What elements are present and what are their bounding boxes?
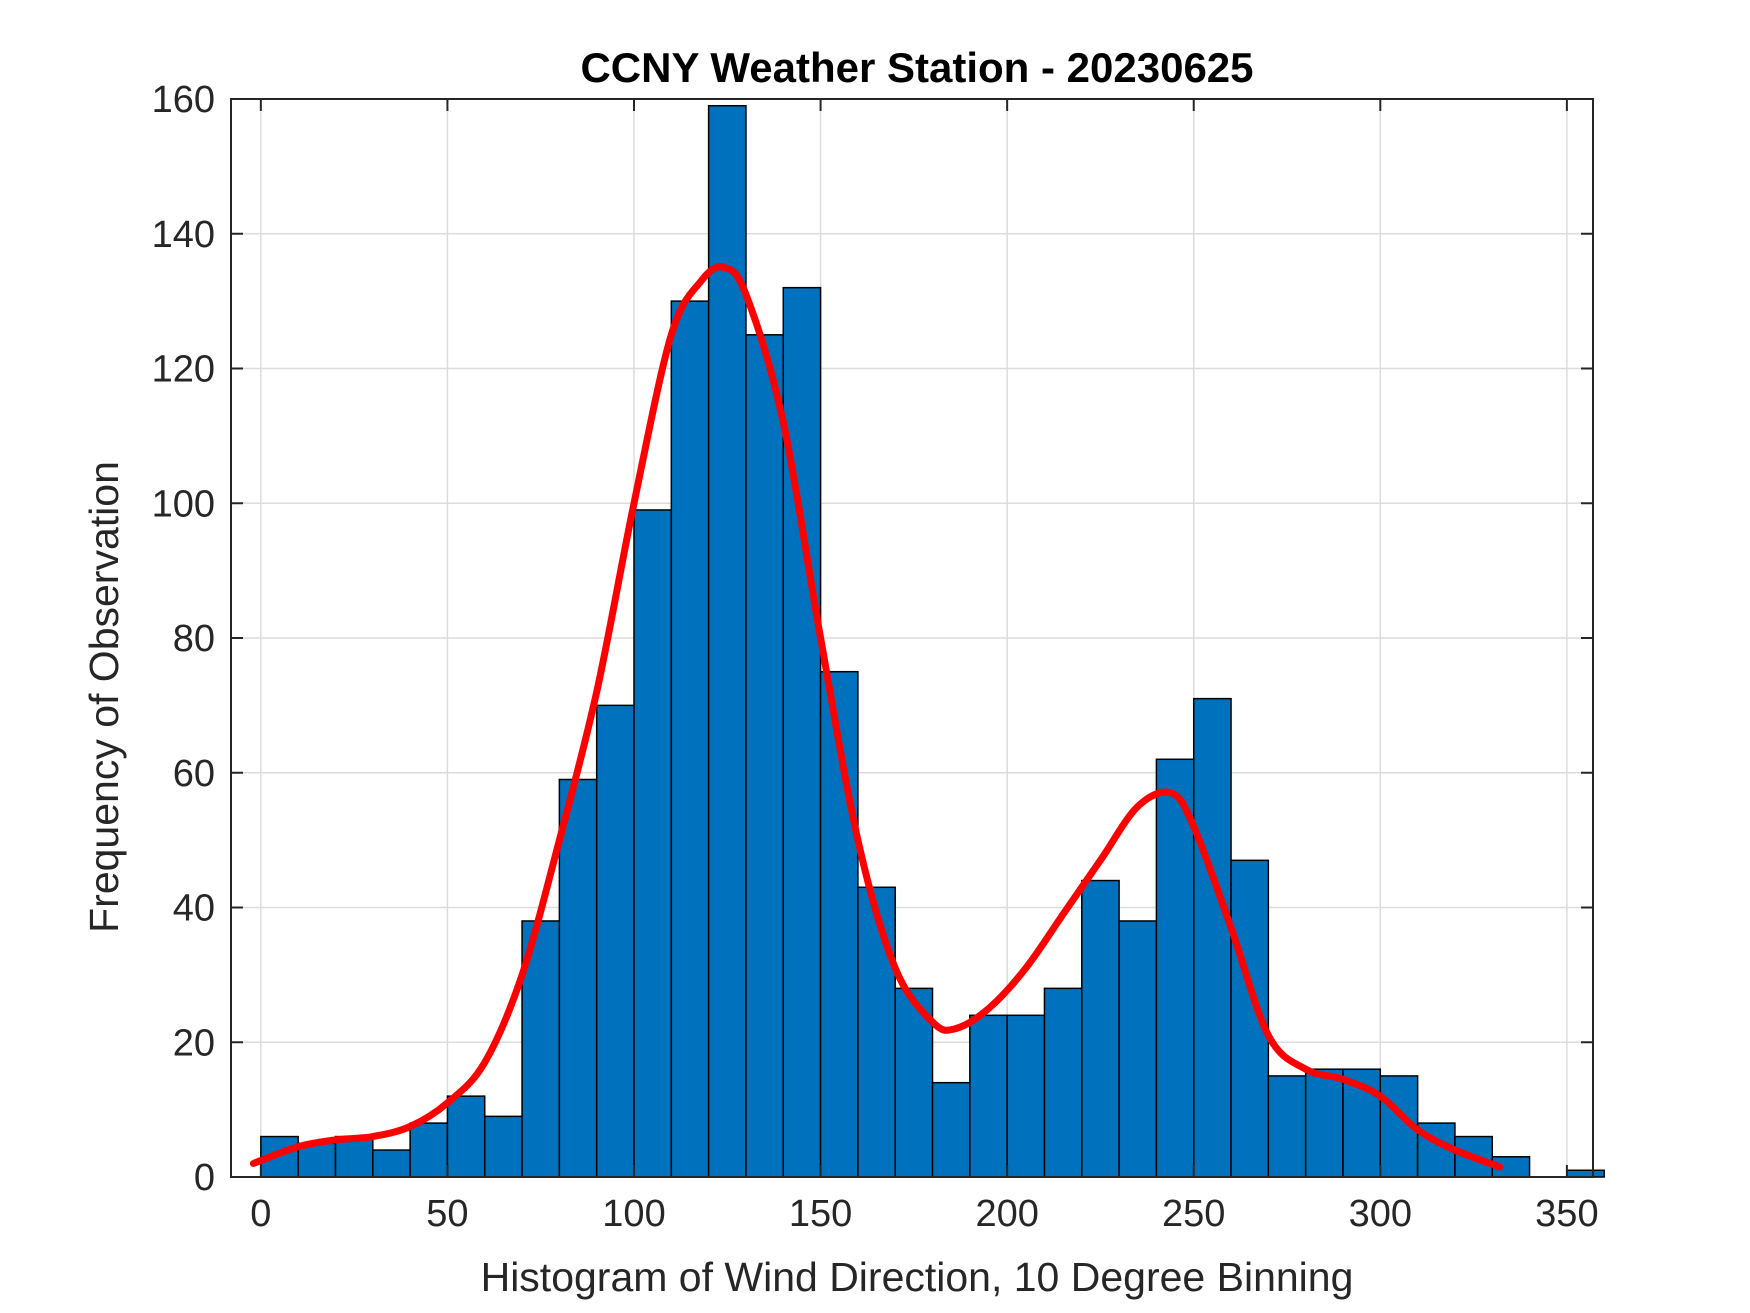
- histogram-bar: [1566, 1169, 1605, 1178]
- histogram-bar: [483, 1115, 523, 1178]
- y-tick-label: 140: [152, 214, 215, 256]
- histogram-bar: [595, 704, 635, 1178]
- x-tick-label: 250: [1162, 1193, 1225, 1235]
- histogram-bar: [1304, 1068, 1344, 1178]
- x-tick-label: 200: [975, 1193, 1038, 1235]
- histogram-bar: [1118, 920, 1158, 1178]
- x-tick-label: 350: [1535, 1193, 1598, 1235]
- histogram-bar: [931, 1081, 971, 1178]
- histogram-bar: [1155, 758, 1195, 1178]
- y-tick-label: 40: [173, 888, 215, 930]
- y-tick-label: 0: [194, 1157, 215, 1199]
- histogram-bar: [1006, 1014, 1046, 1178]
- histogram-bar: [857, 886, 896, 1178]
- histogram-bars: [260, 104, 1605, 1178]
- y-tick-label: 20: [173, 1022, 215, 1064]
- histogram-bar: [1043, 987, 1083, 1178]
- tick-labels: 0 50 100 150 200 250 300 350 0 20 40 60 80 100 120 140 1…: [152, 79, 1599, 1235]
- histogram-bar: [1267, 1075, 1307, 1178]
- y-tick-label: 120: [152, 349, 215, 391]
- histogram-bar: [745, 334, 785, 1178]
- fit-curve-line: [249, 263, 1504, 1171]
- histogram-bar: [670, 300, 710, 1178]
- y-axis-label: Frequency of Observation: [81, 461, 127, 933]
- histogram-bar: [633, 509, 673, 1178]
- x-axis-label: Histogram of Wind Direction, 10 Degree B…: [481, 1254, 1354, 1300]
- x-tick-label: 50: [426, 1193, 468, 1235]
- y-tick-label: 100: [152, 483, 215, 525]
- y-tick-label: 80: [173, 618, 215, 660]
- histogram-bar: [969, 1014, 1008, 1178]
- histogram-bar: [558, 778, 598, 1178]
- histogram-bar: [446, 1095, 486, 1178]
- x-tick-label: 150: [789, 1193, 852, 1235]
- chart-title: CCNY Weather Station - 20230625: [580, 44, 1253, 91]
- axes: [230, 98, 1594, 1178]
- histogram-bar: [409, 1122, 449, 1178]
- histogram-bar: [782, 286, 822, 1178]
- x-tick-label: 300: [1349, 1193, 1412, 1235]
- histogram-bar: [372, 1149, 411, 1178]
- y-tick-label: 60: [173, 753, 215, 795]
- histogram-bar: [1192, 697, 1232, 1178]
- x-tick-label: 0: [250, 1193, 271, 1235]
- y-tick-label: 160: [152, 79, 215, 121]
- fit-curve-layer: [249, 263, 1504, 1171]
- x-tick-label: 100: [602, 1193, 665, 1235]
- histogram-bar: [1081, 879, 1120, 1178]
